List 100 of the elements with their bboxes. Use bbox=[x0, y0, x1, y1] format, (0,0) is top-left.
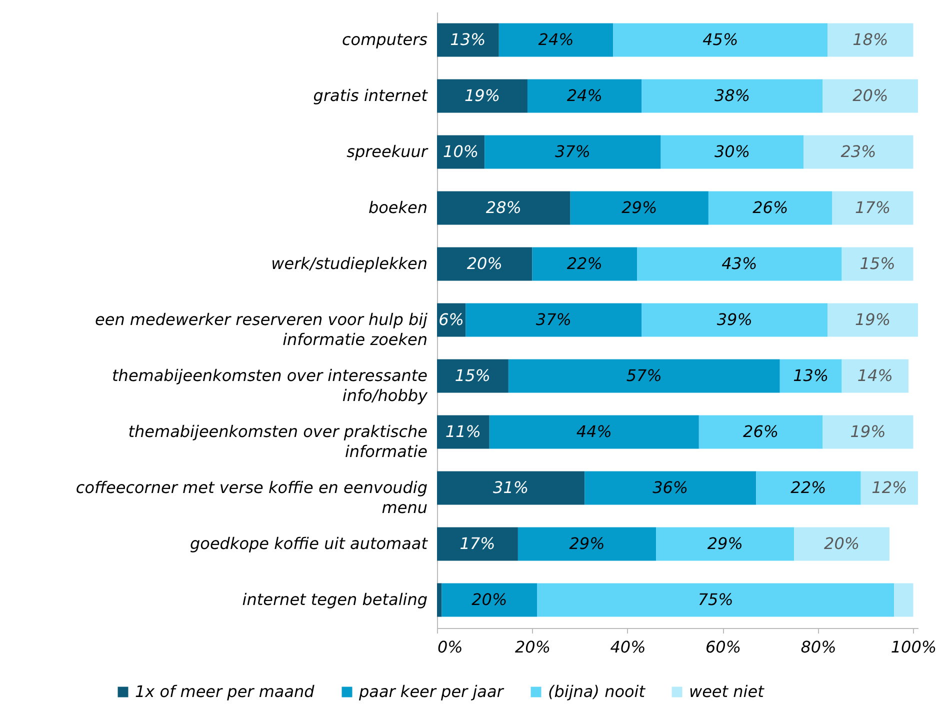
data-label: 24% bbox=[538, 30, 574, 49]
data-label: 19% bbox=[464, 86, 500, 105]
data-label: 26% bbox=[743, 422, 779, 441]
bar bbox=[642, 303, 828, 337]
data-label: 44% bbox=[576, 422, 612, 441]
bar bbox=[508, 359, 780, 393]
bar bbox=[484, 135, 661, 169]
data-label: 20% bbox=[852, 86, 888, 105]
bar bbox=[842, 247, 914, 281]
bar bbox=[822, 415, 914, 449]
bar bbox=[842, 359, 908, 393]
data-label: 29% bbox=[707, 534, 743, 553]
data-label: 20% bbox=[472, 590, 508, 609]
bar bbox=[442, 583, 538, 617]
bar bbox=[498, 23, 614, 57]
data-label: 17% bbox=[460, 534, 496, 553]
bar bbox=[698, 415, 823, 449]
bar bbox=[860, 471, 918, 505]
y-tick-label: goedkope koffie uit automaat bbox=[190, 534, 428, 553]
data-label: 18% bbox=[852, 30, 888, 49]
y-tick-label: gratis internet bbox=[313, 86, 428, 105]
legend-label: weet niet bbox=[689, 682, 765, 701]
bar bbox=[794, 527, 890, 561]
data-label: 36% bbox=[652, 478, 688, 497]
bar bbox=[437, 359, 508, 393]
data-label: 23% bbox=[840, 142, 876, 161]
bar bbox=[708, 191, 832, 225]
data-label: 13% bbox=[793, 366, 829, 385]
data-label: 39% bbox=[716, 310, 752, 329]
y-tick-label: internet tegen betaling bbox=[242, 590, 428, 609]
x-tick-label: 80% bbox=[800, 638, 836, 656]
data-label: 43% bbox=[722, 254, 758, 273]
bar bbox=[437, 135, 485, 169]
bar bbox=[437, 79, 528, 113]
x-tick-label: 0% bbox=[438, 638, 463, 656]
data-label: 15% bbox=[860, 254, 896, 273]
bar bbox=[489, 415, 699, 449]
bar bbox=[832, 191, 914, 225]
bar bbox=[532, 247, 638, 281]
y-tick-label: themabijeenkomsten over praktische informatie bbox=[128, 422, 428, 461]
data-label: 45% bbox=[702, 30, 738, 49]
legend-label: (bijna) nooit bbox=[548, 682, 646, 701]
y-tick-label: computers bbox=[342, 30, 428, 49]
data-label: 13% bbox=[450, 30, 486, 49]
bar bbox=[642, 79, 823, 113]
bar bbox=[828, 303, 918, 337]
data-label: 6% bbox=[438, 310, 464, 329]
bar bbox=[637, 247, 842, 281]
bar bbox=[894, 583, 914, 617]
legend-label: 1x of meer per maand bbox=[135, 682, 316, 701]
bar bbox=[570, 191, 708, 225]
x-tick-label: 100% bbox=[890, 638, 937, 656]
data-label: 37% bbox=[536, 310, 572, 329]
bar bbox=[537, 583, 894, 617]
bar bbox=[437, 527, 518, 561]
data-label: 30% bbox=[714, 142, 750, 161]
bar bbox=[466, 303, 642, 337]
legend-label: paar keer per jaar bbox=[358, 682, 505, 701]
bar bbox=[804, 135, 914, 169]
x-tick-label: 20% bbox=[514, 638, 551, 656]
y-tick-label: boeken bbox=[368, 198, 428, 217]
data-label: 28% bbox=[486, 198, 522, 217]
data-label: 10% bbox=[443, 142, 479, 161]
data-label: 19% bbox=[850, 422, 886, 441]
data-label: 57% bbox=[626, 366, 662, 385]
bar bbox=[584, 471, 756, 505]
data-label: 26% bbox=[752, 198, 788, 217]
y-tick-label: werk/studieplekken bbox=[271, 254, 428, 273]
bar bbox=[518, 527, 656, 561]
bar bbox=[656, 527, 794, 561]
bar bbox=[527, 79, 642, 113]
data-label: 20% bbox=[824, 534, 860, 553]
data-label: 11% bbox=[445, 422, 481, 441]
data-label: 12% bbox=[872, 478, 908, 497]
bar bbox=[828, 23, 914, 57]
bar bbox=[437, 471, 585, 505]
data-label: 24% bbox=[566, 86, 602, 105]
x-tick-label: 60% bbox=[705, 638, 742, 656]
data-label: 29% bbox=[569, 534, 605, 553]
data-label: 22% bbox=[790, 478, 826, 497]
bar bbox=[613, 23, 828, 57]
data-label: 29% bbox=[622, 198, 658, 217]
y-tick-label: themabijeenkomsten over interessante info/hobby bbox=[112, 366, 428, 405]
bar bbox=[756, 471, 861, 505]
y-tick-label: spreekuur bbox=[346, 142, 429, 161]
data-label: 31% bbox=[493, 478, 529, 497]
bar bbox=[660, 135, 804, 169]
y-tick-label: coffeecorner met verse koffie en eenvoudig menu bbox=[76, 478, 428, 517]
bar bbox=[437, 415, 490, 449]
data-label: 22% bbox=[566, 254, 602, 273]
data-label: 15% bbox=[454, 366, 490, 385]
bar bbox=[437, 247, 532, 281]
bar bbox=[822, 79, 918, 113]
y-tick-label: een medewerker reserveren voor hulp bij informatie zoeken bbox=[95, 310, 428, 349]
data-label: 17% bbox=[854, 198, 891, 217]
data-label: 75% bbox=[698, 590, 734, 609]
data-label: 38% bbox=[714, 86, 750, 105]
x-tick-label: 40% bbox=[610, 638, 646, 656]
data-label: 37% bbox=[554, 142, 591, 161]
bar bbox=[437, 23, 499, 57]
